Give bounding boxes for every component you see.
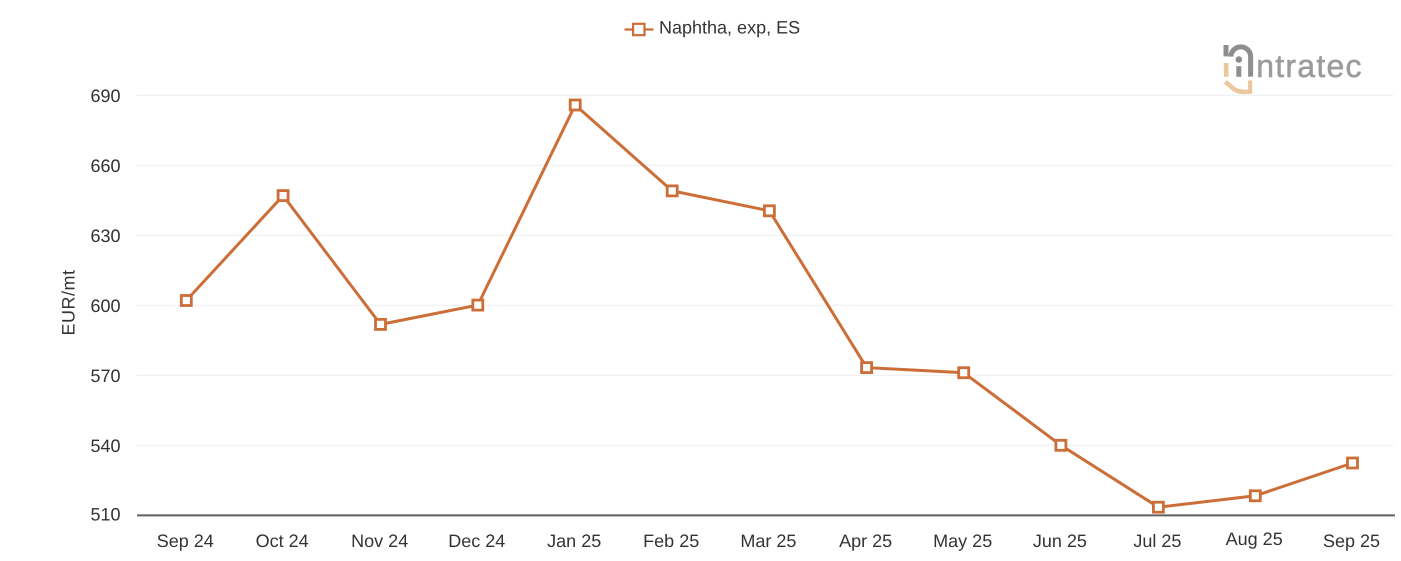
svg-text:Oct 24: Oct 24	[256, 531, 309, 551]
svg-text:630: 630	[90, 226, 120, 246]
svg-text:Aug 25: Aug 25	[1226, 529, 1283, 549]
svg-text:Naphtha, exp, ES: Naphtha, exp, ES	[659, 18, 800, 38]
svg-text:690: 690	[90, 86, 120, 106]
svg-text:Jan 25: Jan 25	[547, 531, 601, 551]
svg-text:Jun 25: Jun 25	[1033, 531, 1087, 551]
svg-text:Feb 25: Feb 25	[643, 531, 699, 551]
svg-text:540: 540	[90, 436, 120, 456]
svg-text:Mar 25: Mar 25	[740, 531, 796, 551]
svg-text:Jul 25: Jul 25	[1133, 531, 1181, 551]
svg-text:Apr 25: Apr 25	[839, 531, 892, 551]
svg-text:Sep 24: Sep 24	[157, 531, 214, 551]
svg-text:Nov 24: Nov 24	[351, 531, 408, 551]
svg-text:May 25: May 25	[933, 531, 992, 551]
svg-text:Sep 25: Sep 25	[1323, 531, 1380, 551]
svg-text:510: 510	[90, 504, 120, 524]
svg-text:570: 570	[90, 366, 120, 386]
svg-text:660: 660	[90, 156, 120, 176]
svg-text:ntratec: ntratec	[1256, 48, 1363, 84]
svg-text:Dec 24: Dec 24	[448, 531, 505, 551]
svg-text:600: 600	[90, 296, 120, 316]
svg-text:EUR/mt: EUR/mt	[59, 270, 79, 336]
